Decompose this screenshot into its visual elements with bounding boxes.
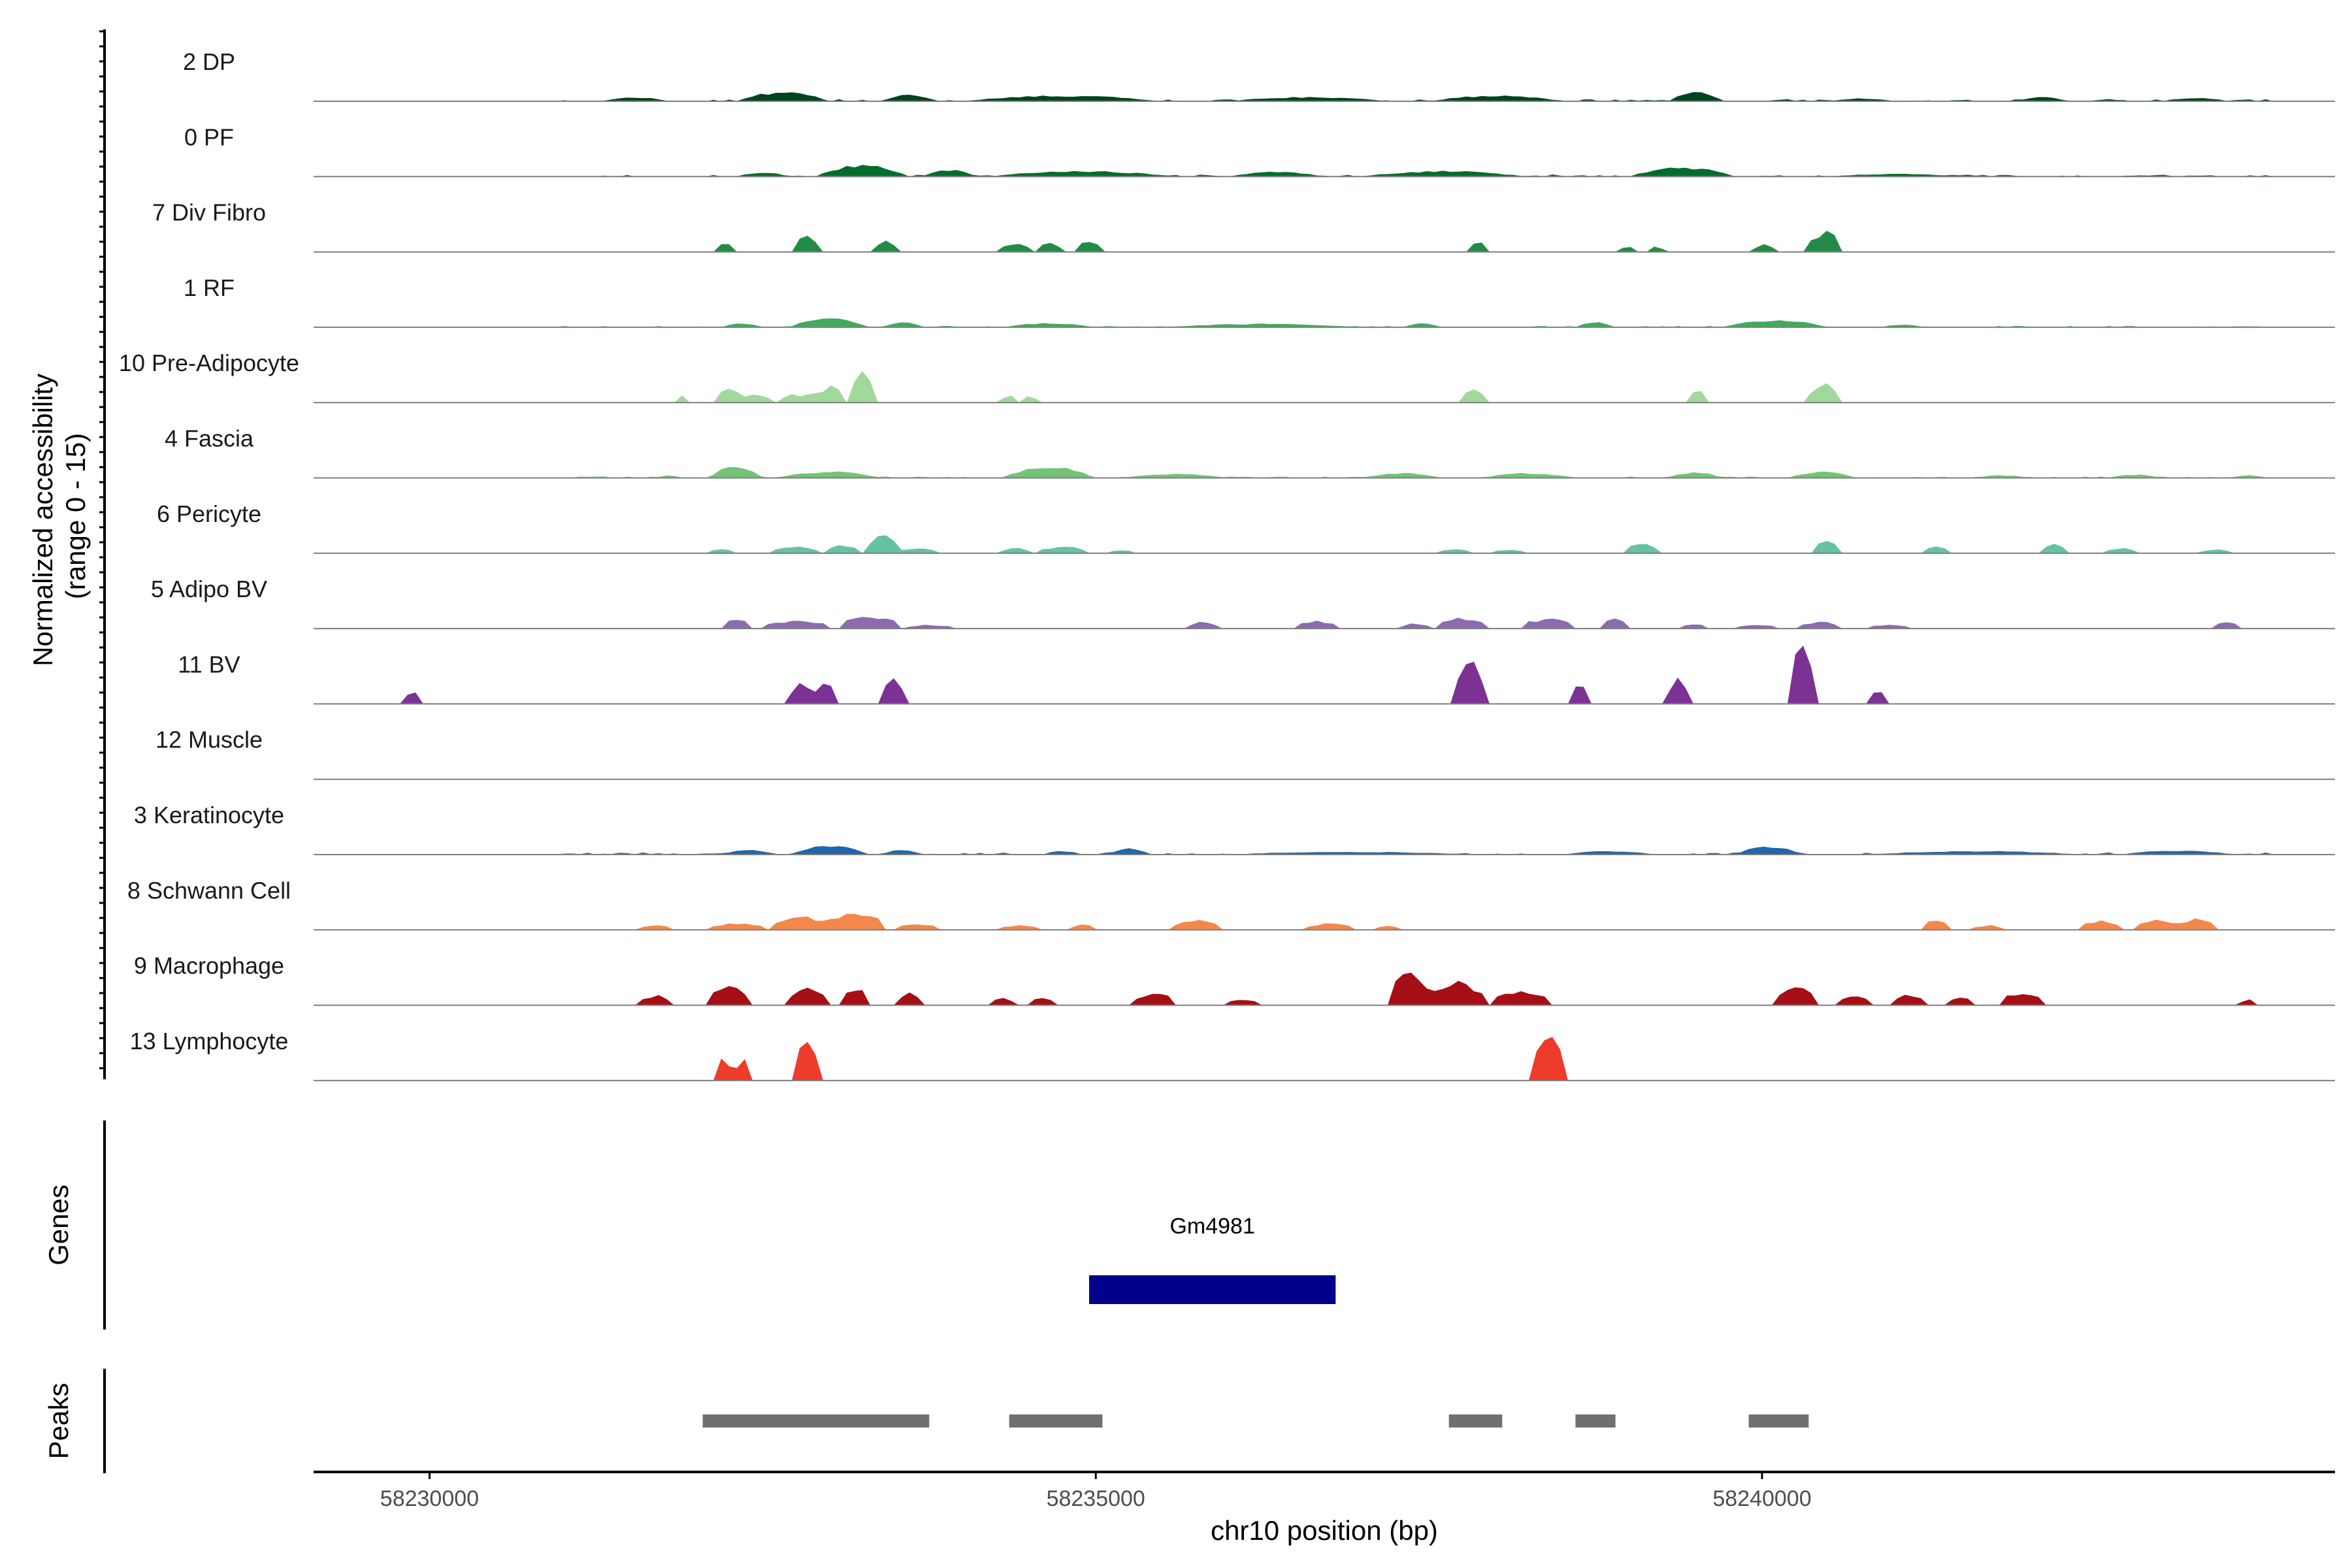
coverage-11-bv bbox=[314, 645, 2335, 704]
y-axis-title-line-2: (range 0 - 15) bbox=[60, 433, 91, 599]
x-axis-title: chr10 position (bp) bbox=[1211, 1515, 1438, 1546]
coverage-7-div-fibro bbox=[314, 231, 2335, 252]
coverage-8-schwann-cell bbox=[314, 913, 2335, 930]
track-label-8-schwann-cell: 8 Schwann Cell bbox=[127, 877, 291, 904]
track-label-10-pre-adipocyte: 10 Pre-Adipocyte bbox=[119, 350, 299, 376]
y-axis-ticks bbox=[99, 30, 105, 1070]
genes-panel: Gm4981 bbox=[1089, 1214, 1336, 1304]
x-tick-label: 58235000 bbox=[1047, 1486, 1145, 1511]
x-axis-ticks: 58230000 58235000 58240000 bbox=[380, 1472, 1812, 1511]
coverage-10-pre-adipocyte bbox=[314, 370, 2335, 403]
track-label-6-pericyte: 6 Pericyte bbox=[157, 500, 261, 527]
peaks-panel-title: Peaks bbox=[43, 1383, 74, 1460]
track-label-9-macrophage: 9 Macrophage bbox=[134, 953, 284, 979]
coverage-0-pf bbox=[314, 165, 2335, 177]
peak-region-5 bbox=[1748, 1414, 1809, 1428]
track-label-3-keratinocyte: 3 Keratinocyte bbox=[134, 802, 284, 828]
peak-region-4 bbox=[1575, 1414, 1616, 1428]
track-labels: 2 DP 0 PF 7 Div Fibro 1 RF 10 Pre-Adipocyte 4… bbox=[119, 48, 299, 1054]
coverage-tracks bbox=[314, 92, 2335, 1081]
genes-panel-title: Genes bbox=[43, 1184, 74, 1266]
x-tick-label: 58240000 bbox=[1712, 1486, 1811, 1511]
peak-region-1 bbox=[702, 1414, 930, 1428]
track-label-5-adipo-bv: 5 Adipo BV bbox=[151, 576, 267, 602]
track-label-13-lymphocyte: 13 Lymphocyte bbox=[130, 1028, 289, 1054]
gene-label-gm4981: Gm4981 bbox=[1169, 1214, 1254, 1239]
track-label-4-fascia: 4 Fascia bbox=[165, 425, 254, 452]
x-tick-label: 58230000 bbox=[380, 1486, 479, 1511]
track-label-7-div-fibro: 7 Div Fibro bbox=[152, 199, 266, 226]
coverage-3-keratinocyte bbox=[314, 846, 2335, 855]
track-label-0-pf: 0 PF bbox=[184, 123, 234, 150]
peaks-panel bbox=[702, 1414, 1809, 1428]
coverage-1-rf bbox=[314, 318, 2335, 327]
track-label-11-bv: 11 BV bbox=[178, 651, 240, 678]
peak-region-2 bbox=[1009, 1414, 1103, 1428]
y-axis-title: Normalized accessibility (range 0 - 15) bbox=[27, 366, 91, 666]
coverage-5-adipo-bv bbox=[314, 617, 2335, 629]
track-label-1-rf: 1 RF bbox=[184, 274, 235, 301]
track-label-12-muscle: 12 Muscle bbox=[155, 727, 263, 753]
track-label-2-dp: 2 DP bbox=[183, 48, 235, 75]
coverage-2-dp bbox=[314, 92, 2335, 101]
coverage-6-pericyte bbox=[314, 535, 2335, 553]
y-axis-title-line-1: Normalized accessibility bbox=[27, 374, 58, 666]
peak-region-3 bbox=[1448, 1414, 1503, 1428]
coverage-13-lymphocyte bbox=[314, 1037, 2335, 1081]
coverage-4-fascia bbox=[314, 466, 2335, 478]
coverage-9-macrophage bbox=[314, 972, 2335, 1005]
gene-bar-gm4981 bbox=[1089, 1275, 1336, 1304]
